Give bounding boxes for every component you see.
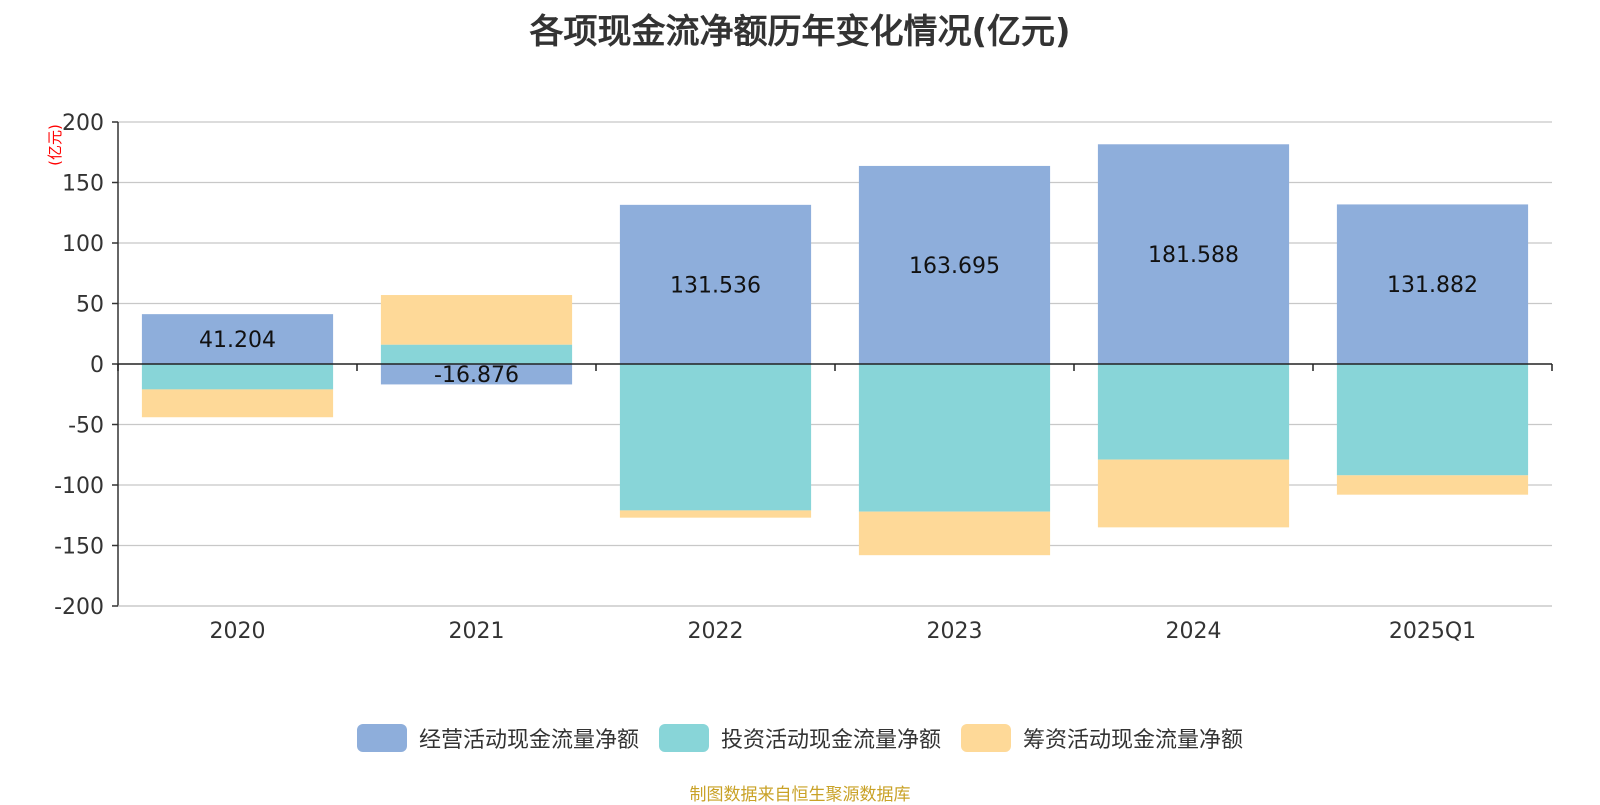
bar-2024-series-2	[1097, 459, 1290, 528]
bar-2020-series-0	[141, 314, 334, 364]
bar-2022-series-2	[619, 510, 812, 518]
data-label: -16.876	[434, 363, 519, 388]
x-tick-label: 2024	[1166, 619, 1222, 644]
legend-label: 筹资活动现金流量净额	[1023, 728, 1244, 753]
legend-swatch	[658, 724, 709, 752]
x-tick-label: 2025Q1	[1389, 619, 1476, 644]
data-label: 131.882	[1387, 273, 1478, 298]
y-tick-label: 50	[76, 293, 104, 318]
bar-2025Q1-series-1	[1336, 364, 1529, 476]
y-tick-label: -150	[54, 535, 104, 560]
data-labels-layer: 41.204 -16.876 131.536 163.695 181.588 131.88…	[199, 243, 1478, 388]
x-tick-label: 2022	[688, 619, 744, 644]
bar-2024-series-1	[1097, 364, 1290, 460]
bar-2023-series-0	[858, 165, 1051, 364]
x-tick-label: 2021	[449, 619, 505, 644]
x-tick-label: 2023	[927, 619, 983, 644]
bar-2021-series-1	[380, 344, 573, 364]
legend-swatch	[356, 724, 407, 752]
legend-label: 投资活动现金流量净额	[720, 728, 941, 753]
x-tick-label: 2020	[210, 619, 266, 644]
bar-2024-series-0	[1097, 144, 1290, 364]
data-label: 163.695	[909, 254, 1000, 279]
y-tick-label: -50	[68, 414, 104, 439]
bars-layer	[141, 144, 1529, 556]
source-note: 制图数据来自恒生聚源数据库	[689, 785, 911, 805]
y-tick-label: 0	[90, 353, 104, 378]
legend: 经营活动现金流量净额 投资活动现金流量净额 筹资活动现金流量净额	[0, 722, 1600, 754]
y-axis-label: (亿元)	[46, 124, 64, 166]
y-tick-label: 100	[62, 232, 104, 257]
y-tick-label: -200	[54, 595, 104, 620]
bar-2022-series-0	[619, 204, 812, 364]
legend-label: 经营活动现金流量净额	[418, 728, 639, 753]
bar-2025Q1-series-0	[1336, 204, 1529, 364]
axes-layer: 200 150 100 50 0 -50 -100 -150 -200 2020 2021 2022 2…	[54, 111, 1553, 644]
data-label: 181.588	[1148, 243, 1239, 268]
chart-title: 各项现金流净额历年变化情况(亿元)	[529, 12, 1071, 52]
bar-2020-series-1	[141, 364, 334, 390]
legend-item[interactable]: 经营活动现金流量净额	[356, 722, 639, 754]
legend-item[interactable]: 筹资活动现金流量净额	[961, 722, 1243, 754]
y-tick-label: 150	[62, 172, 104, 197]
bar-2021-series-2	[380, 295, 573, 345]
legend-swatch	[961, 724, 1011, 752]
bar-2025Q1-series-2	[1336, 475, 1529, 495]
y-tick-label: -100	[54, 474, 104, 499]
bar-2021-series-0	[380, 364, 573, 385]
bar-2023-series-2	[858, 511, 1051, 556]
data-label: 41.204	[199, 328, 276, 353]
data-label: 131.536	[670, 273, 761, 298]
y-tick-label: 200	[62, 111, 104, 136]
bar-2023-series-1	[858, 364, 1051, 512]
bar-2022-series-1	[619, 364, 812, 511]
bar-2020-series-2	[141, 389, 334, 418]
legend-item[interactable]: 投资活动现金流量净额	[658, 722, 941, 754]
